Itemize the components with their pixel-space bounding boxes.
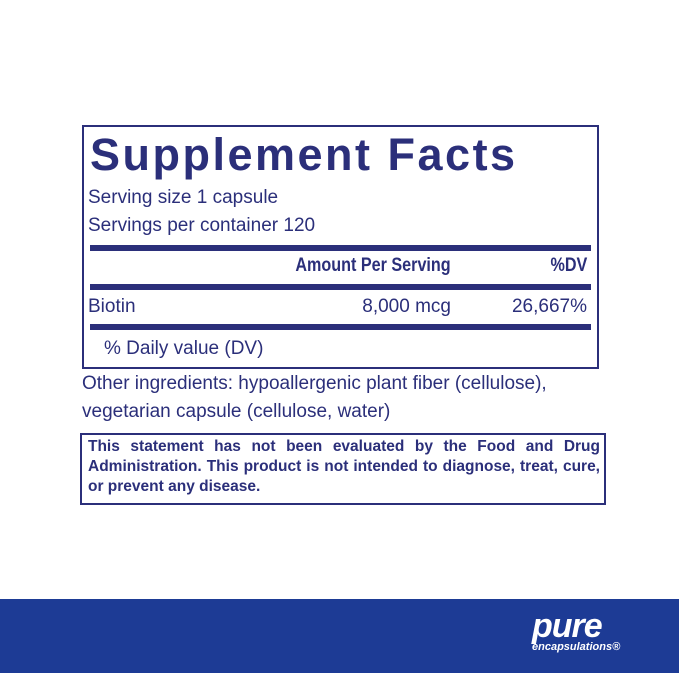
other-ingredients-line: Other ingredients: hypoallergenic plant …	[82, 373, 547, 394]
brand-logo-subtitle: encapsulations®	[532, 641, 621, 653]
dv-header: %DV	[550, 255, 587, 276]
ingredient-amount: 8,000 mcg	[362, 296, 451, 317]
divider	[90, 284, 591, 290]
fda-disclaimer: This statement has not been evaluated by…	[80, 433, 606, 505]
servings-per-container: Servings per container 120	[88, 215, 316, 236]
divider	[90, 245, 591, 251]
brand-logo: pure	[532, 607, 603, 645]
other-ingredients: Other ingredients: hypoallergenic plant …	[82, 370, 547, 426]
ingredient-name: Biotin	[88, 296, 136, 317]
divider	[90, 324, 591, 330]
amount-header: Amount Per Serving	[295, 255, 451, 276]
supplement-facts-panel: Supplement Facts Serving size 1 capsule …	[82, 125, 599, 369]
ingredient-dv: 26,667%	[511, 296, 587, 317]
facts-title: Supplement Facts	[90, 129, 518, 180]
serving-size: Serving size 1 capsule	[88, 187, 279, 208]
dv-footnote: % Daily value (DV)	[104, 338, 264, 359]
other-ingredients-line: vegetarian capsule (cellulose, water)	[82, 401, 391, 422]
brand-band	[0, 599, 679, 673]
